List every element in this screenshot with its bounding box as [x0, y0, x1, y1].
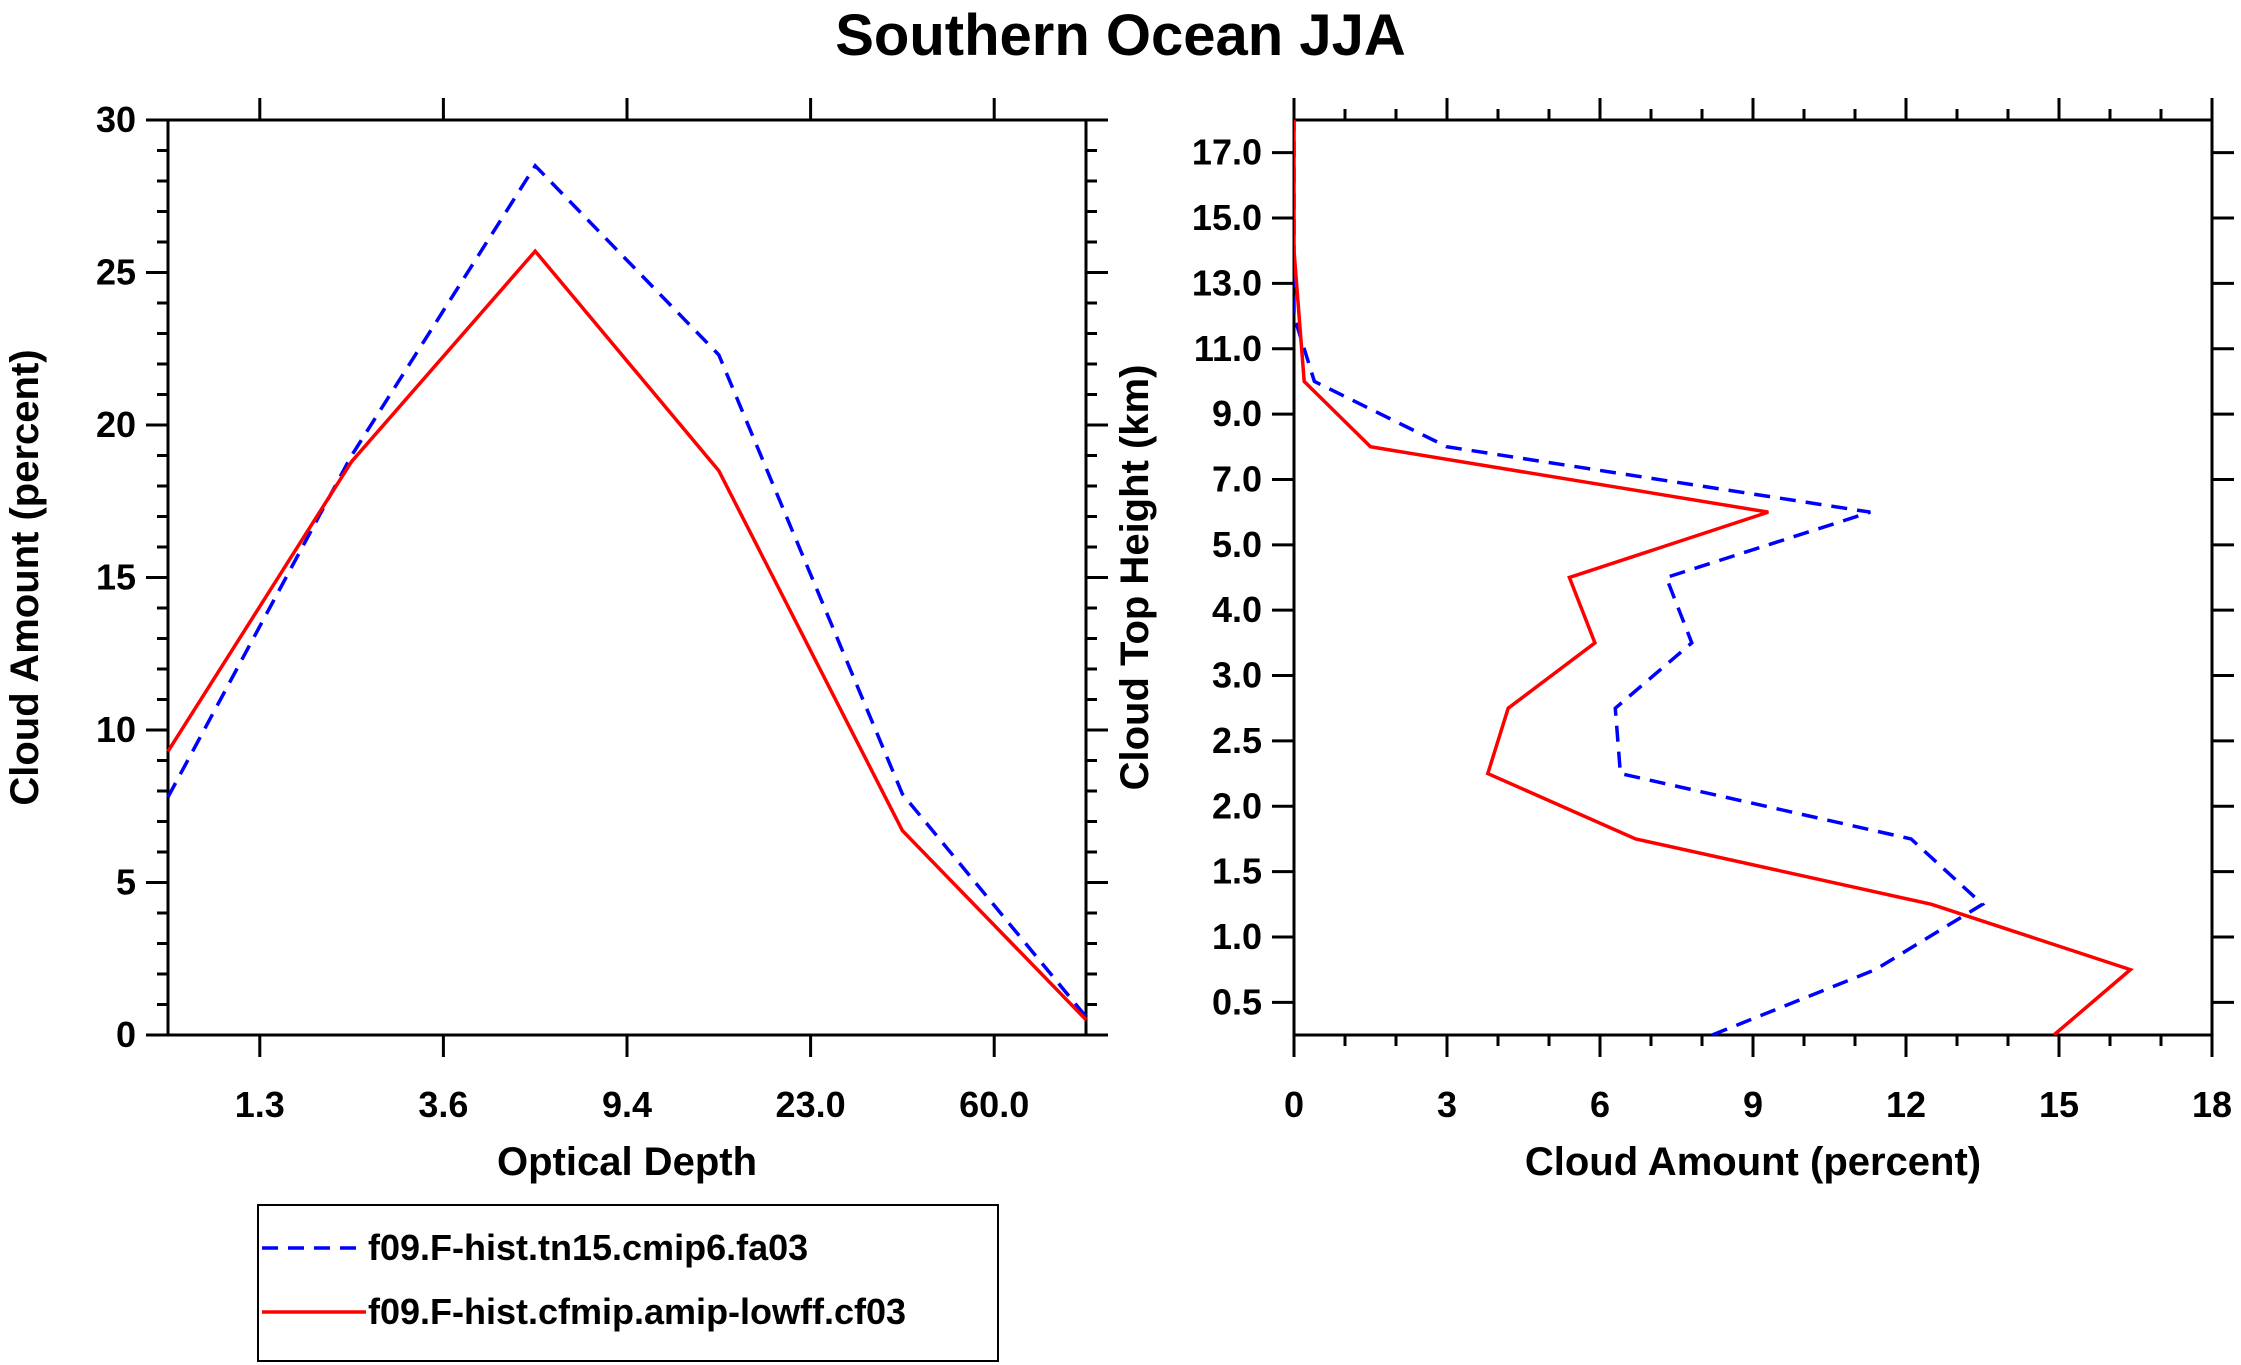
right-x-tick-label: 9 — [1743, 1084, 1763, 1125]
right-y-tick-label: 11.0 — [1194, 328, 1262, 369]
right-y-tick-label: 15.0 — [1192, 197, 1262, 238]
left-series-line-2 — [166, 248, 1088, 1021]
legend-label-series-2: f09.F-hist.cfmip.amip-lowff.cf03 — [368, 1291, 906, 1332]
right-y-tick-label: 13.0 — [1192, 262, 1262, 303]
right-x-tick-label: 6 — [1590, 1084, 1610, 1125]
left-y-tick-label: 30 — [96, 99, 136, 140]
right-y-tick-label: 1.0 — [1212, 916, 1262, 957]
left-x-tick-label: 60.0 — [959, 1084, 1029, 1125]
left-plot-frame — [166, 118, 1088, 1037]
right-series-line-2 — [1294, 120, 2134, 1035]
legend-box — [257, 1204, 999, 1362]
right-x-tick-label: 15 — [2039, 1084, 2079, 1125]
right-y-tick-label: 7.0 — [1212, 458, 1262, 499]
right-y-tick-label: 2.0 — [1212, 785, 1262, 826]
right-x-tick-label: 3 — [1437, 1084, 1457, 1125]
left-y-tick-label: 5 — [116, 862, 136, 903]
left-plot-optical-depth: 0 5 10 15 20 25 30 1.3 3.6 9.4 23.0 60.0 Optical Dep… — [3, 98, 1108, 1184]
right-x-axis-label: Cloud Amount (percent) — [1525, 1140, 1981, 1184]
right-y-tick-label: 4.0 — [1212, 589, 1262, 630]
left-y-tick-label: 10 — [96, 709, 136, 750]
right-plot-frame — [1292, 118, 2214, 1037]
chart-title: Southern Ocean JJA — [835, 3, 1406, 68]
right-x-tick-label: 0 — [1284, 1084, 1304, 1125]
right-x-tick-label: 18 — [2192, 1084, 2232, 1125]
right-y-axis-label: Cloud Top Height (km) — [1113, 365, 1157, 791]
right-y-tick-label: 3.0 — [1212, 655, 1262, 696]
right-y-tick-label: 2.5 — [1212, 720, 1262, 761]
left-y-tick-label: 15 — [96, 557, 136, 598]
left-x-axis-label: Optical Depth — [497, 1140, 757, 1184]
right-plot-cloud-top-height: 0.5 1.0 1.5 2.0 2.5 3.0 4.0 5.0 7.0 9.0 11.0 13.0 15… — [1113, 98, 2234, 1184]
right-y-tick-label: 1.5 — [1212, 851, 1262, 892]
left-x-tick-label: 3.6 — [418, 1084, 468, 1125]
left-x-tick-label: 9.4 — [602, 1084, 652, 1125]
right-y-tick-label: 9.0 — [1212, 393, 1262, 434]
right-y-tick-label: 0.5 — [1212, 981, 1262, 1022]
right-x-tick-label: 12 — [1886, 1084, 1926, 1125]
left-y-tick-label: 20 — [96, 404, 136, 445]
left-x-tick-label: 1.3 — [235, 1084, 285, 1125]
right-series-line-1 — [1294, 120, 1986, 1035]
left-x-tick-label: 23.0 — [776, 1084, 846, 1125]
legend-label-series-1: f09.F-hist.tn15.cmip6.fa03 — [368, 1227, 808, 1268]
left-series-line-1 — [166, 162, 1088, 1018]
left-y-axis-label: Cloud Amount (percent) — [3, 349, 47, 805]
right-y-tick-label: 17.0 — [1192, 132, 1262, 173]
left-y-tick-label: 25 — [96, 252, 136, 293]
left-y-tick-label: 0 — [116, 1014, 136, 1055]
legend: f09.F-hist.tn15.cmip6.fa03 f09.F-hist.cf… — [257, 1204, 999, 1362]
right-y-tick-label: 5.0 — [1212, 524, 1262, 565]
